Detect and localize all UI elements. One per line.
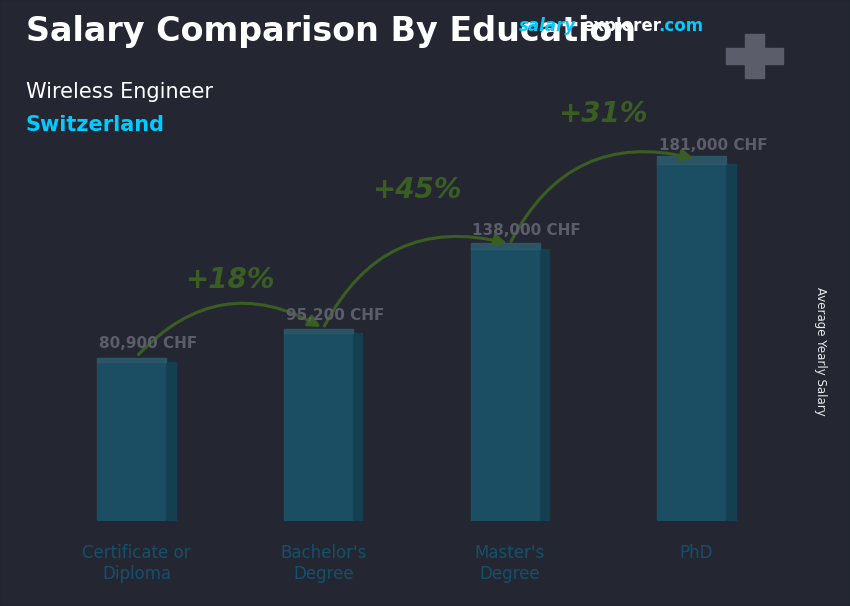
Text: 80,900 CHF: 80,900 CHF <box>99 336 197 351</box>
Text: 138,000 CHF: 138,000 CHF <box>473 223 581 238</box>
Text: salary: salary <box>518 17 575 35</box>
Text: Average Yearly Salary: Average Yearly Salary <box>813 287 827 416</box>
Text: +45%: +45% <box>371 176 462 204</box>
Bar <box>745 34 764 78</box>
Bar <box>284 333 353 521</box>
Bar <box>284 329 353 333</box>
Bar <box>98 358 167 362</box>
Text: Salary Comparison By Education: Salary Comparison By Education <box>26 15 636 48</box>
Text: .com: .com <box>659 17 704 35</box>
Bar <box>471 243 540 249</box>
Bar <box>726 48 783 64</box>
Text: Master's
Degree: Master's Degree <box>474 544 545 584</box>
Text: +31%: +31% <box>558 100 648 128</box>
Text: 95,200 CHF: 95,200 CHF <box>286 308 384 323</box>
Text: +18%: +18% <box>185 265 275 294</box>
Text: PhD: PhD <box>680 544 713 562</box>
Bar <box>726 164 735 521</box>
Text: Switzerland: Switzerland <box>26 115 165 135</box>
Text: Wireless Engineer: Wireless Engineer <box>26 82 212 102</box>
Text: Bachelor's
Degree: Bachelor's Degree <box>280 544 366 584</box>
Bar <box>167 362 176 521</box>
Text: 181,000 CHF: 181,000 CHF <box>659 138 768 153</box>
Bar <box>540 249 549 521</box>
Text: Certificate or
Diploma: Certificate or Diploma <box>82 544 191 584</box>
Text: explorer: explorer <box>582 17 661 35</box>
Bar <box>657 164 726 521</box>
Bar <box>353 333 362 521</box>
Bar <box>471 249 540 521</box>
Bar <box>98 362 167 521</box>
Bar <box>657 156 726 164</box>
